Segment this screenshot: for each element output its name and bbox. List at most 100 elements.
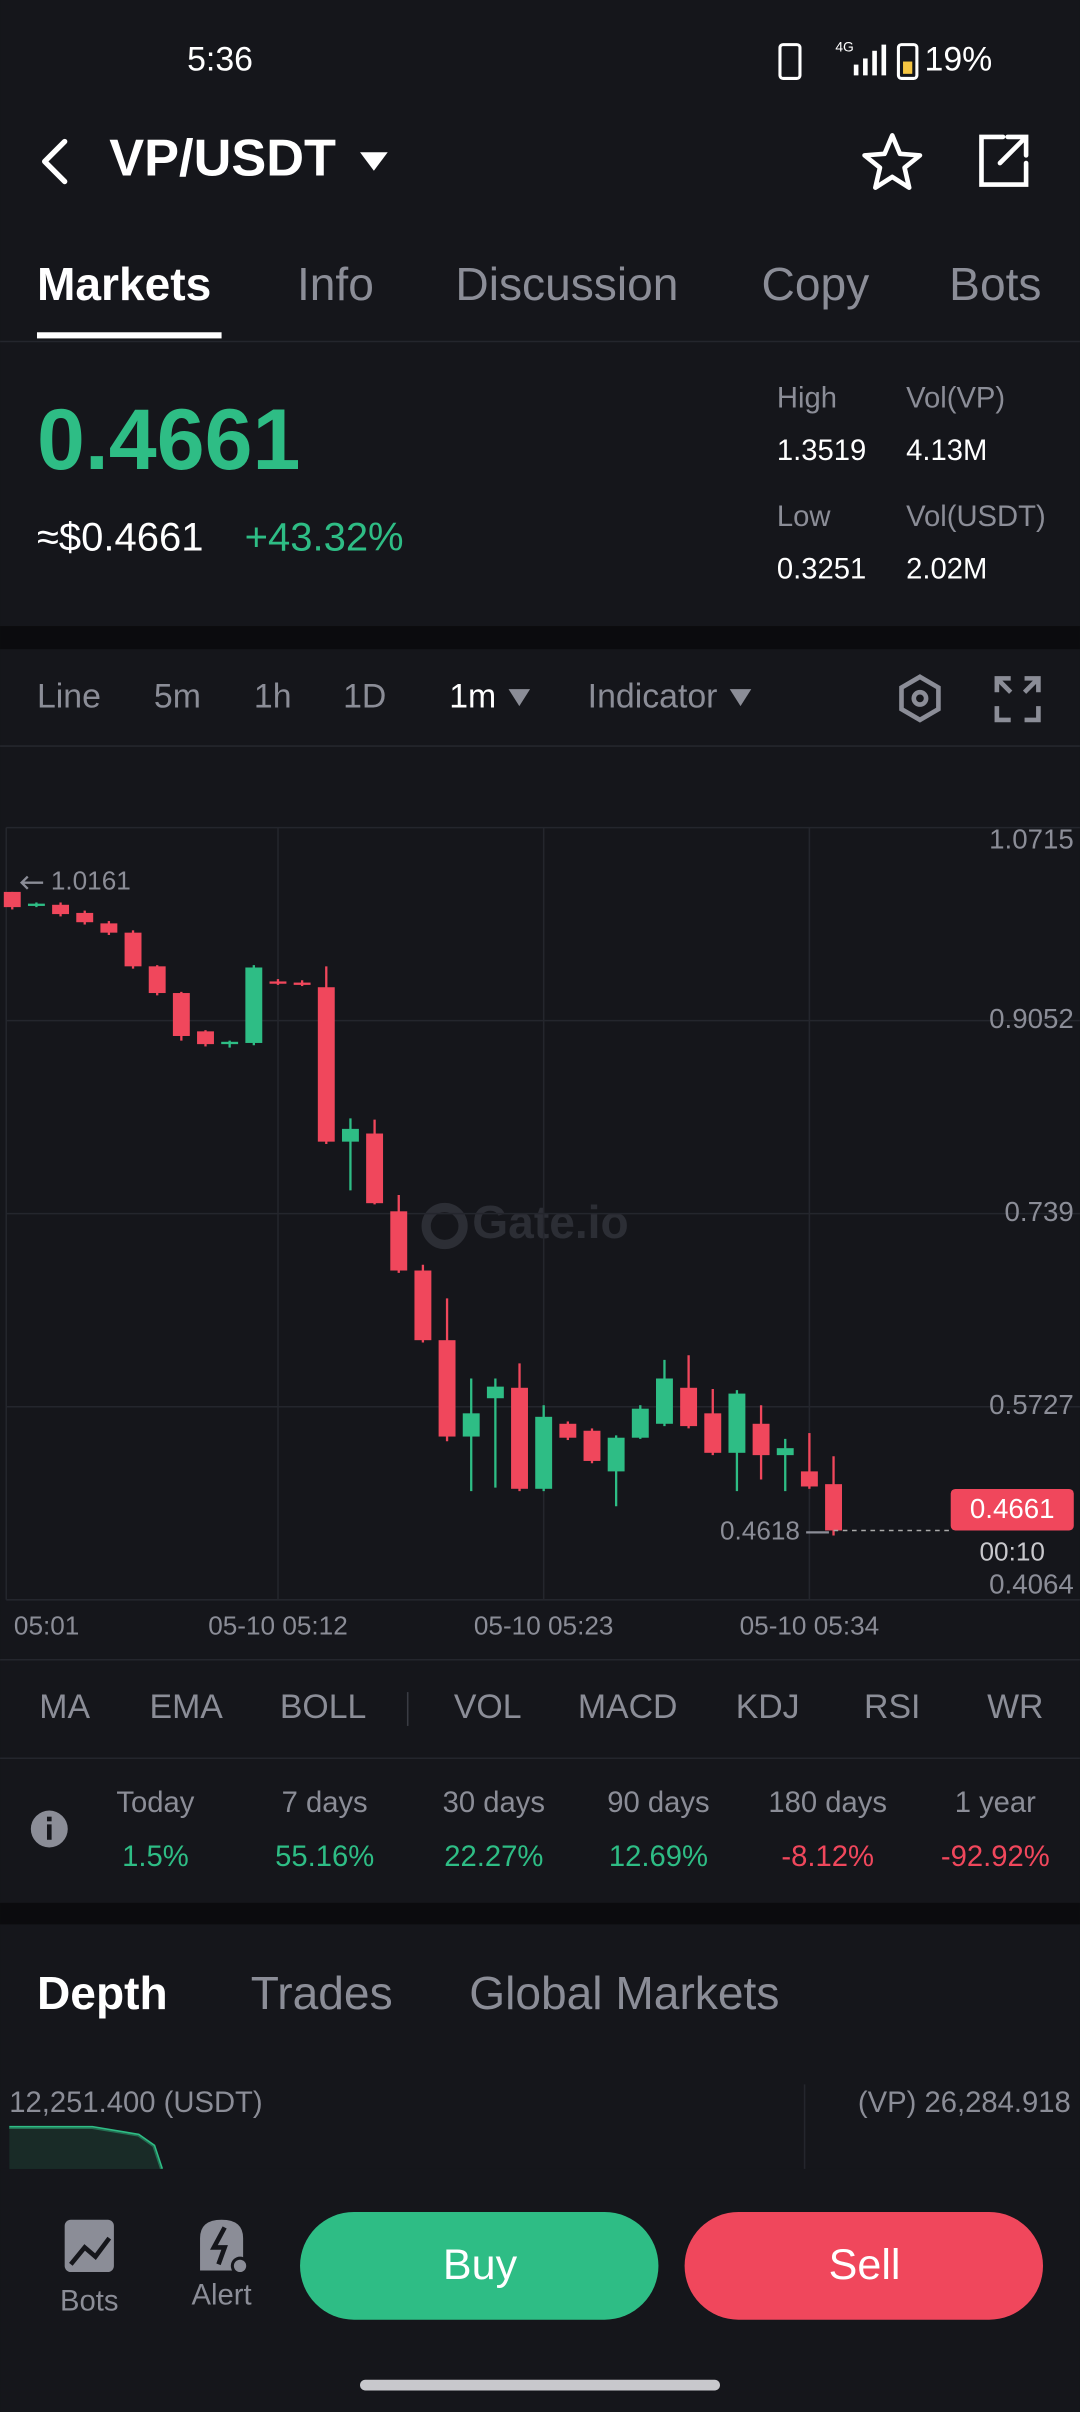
candle-body bbox=[680, 1387, 698, 1427]
period-label: 7 days bbox=[282, 1787, 368, 1819]
candle-body bbox=[100, 923, 118, 933]
tab[interactable]: Copy bbox=[762, 258, 870, 310]
depth-tab[interactable]: Global Markets bbox=[469, 1967, 779, 2019]
candle-body bbox=[656, 1378, 673, 1424]
indicator[interactable]: BOLL bbox=[280, 1688, 367, 1726]
candle-body bbox=[414, 1270, 432, 1341]
candle-body bbox=[27, 903, 45, 906]
buy-label[interactable]: Buy bbox=[443, 2241, 518, 2289]
fullscreen-button[interactable] bbox=[994, 676, 1041, 723]
timeframe[interactable]: 1D bbox=[343, 677, 386, 715]
candle-body bbox=[317, 987, 335, 1142]
candle-body bbox=[76, 912, 94, 923]
stat-label: Vol(VP) bbox=[906, 383, 1005, 415]
battery-percent: 19% bbox=[925, 40, 993, 78]
share-button[interactable] bbox=[979, 134, 1029, 187]
timeframe[interactable]: 5m bbox=[154, 677, 201, 715]
x-tick-label: 05-10 05:34 bbox=[740, 1610, 880, 1640]
network-type: 4G bbox=[835, 38, 853, 54]
vibrate-icon bbox=[778, 43, 802, 80]
period-label: 1 year bbox=[955, 1787, 1036, 1819]
period-change: -92.92% bbox=[941, 1841, 1050, 1873]
y-tick-label: 0.9052 bbox=[989, 1003, 1074, 1034]
y-tick-label: 0.4064 bbox=[989, 1568, 1074, 1599]
tab[interactable]: Info bbox=[297, 258, 374, 310]
candle-body bbox=[583, 1430, 601, 1461]
alert-label[interactable]: Alert bbox=[192, 2279, 252, 2311]
candle-body bbox=[341, 1128, 359, 1142]
pair-dropdown[interactable] bbox=[360, 152, 388, 171]
indicator[interactable]: VOL bbox=[454, 1688, 522, 1726]
candle-body bbox=[438, 1340, 456, 1437]
candle-body bbox=[462, 1413, 480, 1437]
depth-tab[interactable]: Depth bbox=[37, 1967, 168, 2019]
last-price-label: 0.4661 bbox=[970, 1493, 1055, 1524]
tab[interactable]: Bots bbox=[949, 258, 1041, 310]
section-band bbox=[0, 1902, 1080, 1925]
period-label: 90 days bbox=[607, 1787, 709, 1819]
candle-body bbox=[511, 1387, 528, 1489]
countdown: 00:10 bbox=[980, 1536, 1045, 1566]
candle-body bbox=[148, 966, 166, 994]
x-tick-label: 05-10 05:12 bbox=[208, 1610, 348, 1640]
info-icon-glyph bbox=[46, 1824, 52, 1840]
candle-body bbox=[366, 1133, 384, 1204]
stat-label: Low bbox=[777, 501, 832, 533]
stat-value: 0.3251 bbox=[777, 553, 866, 585]
status-time: 5:36 bbox=[187, 40, 253, 78]
stat-value: 4.13M bbox=[906, 435, 987, 467]
indicator[interactable]: EMA bbox=[150, 1688, 224, 1726]
period-change: 22.27% bbox=[444, 1841, 543, 1873]
period-label: Today bbox=[116, 1787, 194, 1819]
candle-body bbox=[197, 1031, 214, 1045]
indicator[interactable]: MA bbox=[39, 1688, 90, 1726]
candle-body bbox=[221, 1041, 239, 1045]
bots-icon[interactable] bbox=[64, 2219, 114, 2273]
candle-body bbox=[825, 1484, 843, 1531]
low-marker-label: 0.4618 bbox=[720, 1515, 800, 1545]
timeframe[interactable]: Line bbox=[37, 677, 101, 715]
battery-level bbox=[903, 61, 913, 74]
bid-total: 12,251.400 (USDT) bbox=[9, 2087, 262, 2119]
candle-body bbox=[293, 982, 311, 985]
buy-button[interactable] bbox=[300, 2212, 659, 2320]
sell-label[interactable]: Sell bbox=[829, 2241, 901, 2289]
candle-body bbox=[704, 1413, 722, 1453]
period-label: 30 days bbox=[443, 1787, 545, 1819]
indicator[interactable]: RSI bbox=[864, 1688, 920, 1726]
depth-tab[interactable]: Trades bbox=[251, 1967, 393, 2019]
settings-button[interactable] bbox=[899, 674, 941, 723]
indicator[interactable]: MACD bbox=[578, 1688, 678, 1726]
tab[interactable]: Discussion bbox=[455, 258, 678, 310]
indicator[interactable]: KDJ bbox=[736, 1688, 800, 1726]
depth-area bbox=[9, 2127, 162, 2169]
period-label: 180 days bbox=[768, 1787, 887, 1819]
favorite-button[interactable] bbox=[862, 133, 923, 190]
timeframe[interactable]: Indicator bbox=[588, 677, 718, 715]
stat-label: Vol(USDT) bbox=[906, 501, 1046, 533]
tab[interactable]: Markets bbox=[37, 258, 211, 310]
period-change: 12.69% bbox=[609, 1841, 708, 1873]
home-indicator bbox=[360, 2379, 720, 2391]
indicator[interactable]: WR bbox=[987, 1688, 1043, 1726]
tab-underline bbox=[36, 332, 222, 339]
settings-button-dot bbox=[911, 689, 929, 707]
pair-title[interactable]: VP/USDT bbox=[109, 129, 336, 187]
back-button[interactable] bbox=[41, 138, 68, 185]
candle-body bbox=[3, 891, 21, 908]
y-tick-label: 0.5727 bbox=[989, 1389, 1074, 1420]
timeframe[interactable]: 1h bbox=[254, 677, 292, 715]
period-change: -8.12% bbox=[781, 1841, 874, 1873]
watermark-logo bbox=[421, 1202, 468, 1250]
last-price: 0.4661 bbox=[37, 392, 300, 488]
timeframe[interactable]: 1m bbox=[449, 677, 496, 715]
period-change: 55.16% bbox=[275, 1841, 374, 1873]
bots-label[interactable]: Bots bbox=[60, 2286, 118, 2318]
candle-body bbox=[124, 932, 142, 967]
alert-icon[interactable] bbox=[200, 2219, 250, 2276]
sell-button[interactable] bbox=[684, 2212, 1044, 2320]
period-change: 1.5% bbox=[122, 1841, 189, 1873]
